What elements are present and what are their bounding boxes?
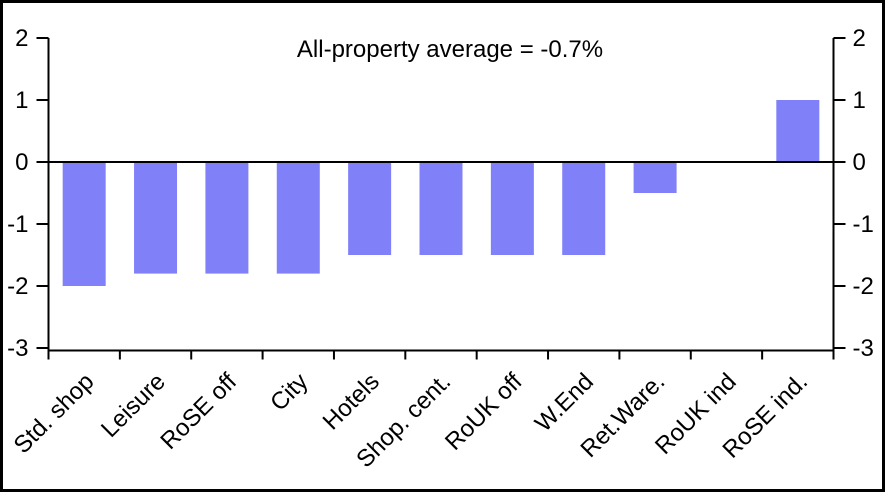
y-tick-label-right: 2 (853, 25, 866, 52)
bar-hotels (348, 162, 392, 255)
category-label: W.End (530, 368, 599, 437)
y-tick-label-right: 1 (853, 87, 866, 114)
y-tick-label-left: 0 (15, 149, 28, 176)
chart-title: All-property average = -0.7% (297, 36, 603, 63)
category-label: Std. shop (9, 368, 100, 459)
y-tick-label-left: 2 (15, 25, 28, 52)
category-label: RoUK off (440, 368, 528, 456)
y-tick-label-left: 1 (15, 87, 28, 114)
bar-rose-off (205, 162, 249, 274)
category-label: Hotels (318, 368, 385, 435)
bar-w-end (562, 162, 606, 255)
bar-std-shop (62, 162, 106, 286)
y-tick-label-right: -3 (853, 335, 874, 362)
bar-city (276, 162, 320, 274)
bar-shop-cent (419, 162, 463, 255)
bar-leisure (134, 162, 178, 274)
y-tick-label-left: -1 (7, 211, 28, 238)
y-tick-label-right: -2 (853, 273, 874, 300)
y-tick-label-right: -1 (853, 211, 874, 238)
y-tick-label-right: 0 (853, 149, 866, 176)
bar-chart: All-property average = -0.7% 2 2 1 1 0 0 -1 -1 -… (7, 25, 874, 473)
category-label: RoSE off (155, 368, 242, 455)
category-label: City (265, 368, 313, 416)
y-tick-label-left: -3 (7, 335, 28, 362)
y-tick-label-left: -2 (7, 273, 28, 300)
bar-rose-ind (776, 100, 820, 162)
bar-rouk-off (490, 162, 534, 255)
bar-ret-ware (633, 162, 677, 193)
